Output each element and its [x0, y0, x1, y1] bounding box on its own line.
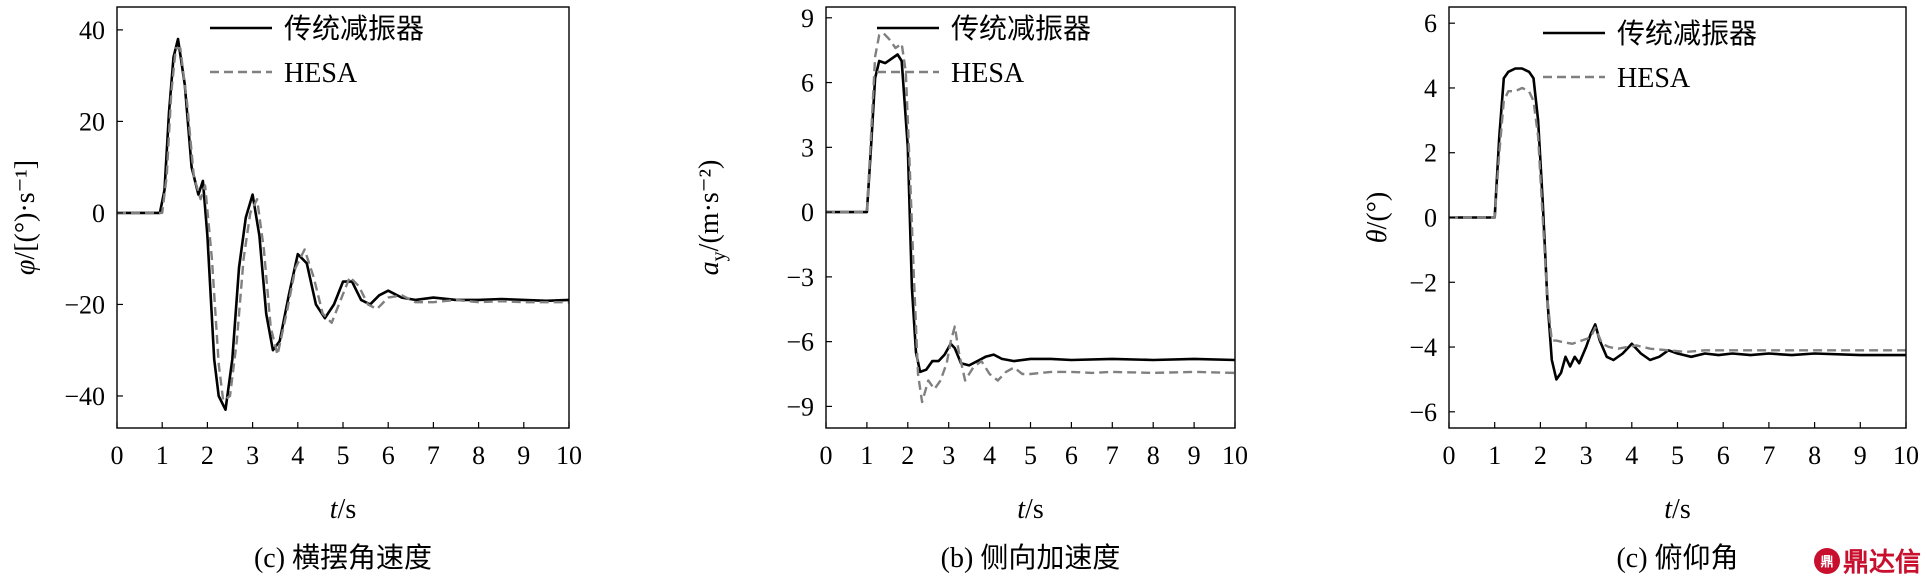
y-tick-label: −9 [786, 392, 814, 421]
x-tick-label: 8 [1147, 441, 1160, 470]
y-axis-title: ay/(m·s⁻²) [694, 160, 730, 276]
x-tick-label: 5 [337, 441, 350, 470]
legend-label-conventional-damper: 传统减振器 [1617, 17, 1757, 50]
x-tick-label: 2 [1534, 441, 1547, 470]
watermark: 鼎 鼎达信 [1813, 542, 1921, 579]
x-tick-label: 10 [1222, 441, 1248, 470]
legend-label-hesa: HESA [284, 58, 358, 89]
x-tick-label: 3 [1580, 441, 1593, 470]
y-tick-label: 40 [79, 16, 105, 45]
y-tick-label: 2 [1424, 139, 1437, 168]
series-line-conventional-damper [826, 53, 1236, 374]
x-tick-label: 6 [1065, 441, 1078, 470]
x-tick-label: 6 [1717, 441, 1730, 470]
series-line-conventional-damper [117, 37, 570, 411]
x-axis-title: t/s [330, 494, 356, 525]
panel-caption: (c) 俯仰角 [1616, 542, 1738, 574]
y-tick-label: 4 [1424, 74, 1437, 103]
y-tick-label: −2 [1409, 268, 1437, 297]
series-line-hesa [1449, 86, 1906, 354]
series-line-hesa [117, 47, 569, 402]
x-tick-label: 4 [1625, 441, 1638, 470]
y-tick-label: −6 [1409, 398, 1437, 427]
panel-caption: (b) 侧向加速度 [941, 542, 1121, 574]
x-tick-label: 1 [860, 441, 873, 470]
series-line-hesa [826, 31, 1236, 404]
x-tick-label: 10 [556, 441, 582, 470]
x-tick-label: 0 [820, 441, 833, 470]
legend-label-conventional-damper: 传统减振器 [951, 12, 1091, 45]
x-tick-label: 7 [1762, 441, 1775, 470]
y-axis-title: φ/[(°)·s⁻¹] [10, 160, 41, 275]
x-tick-label: 2 [901, 441, 914, 470]
x-tick-label: 3 [246, 441, 259, 470]
y-tick-label: 6 [801, 69, 814, 98]
plot-frame [825, 6, 1236, 429]
x-tick-label: 0 [111, 441, 124, 470]
x-tick-label: 4 [983, 441, 996, 470]
x-tick-label: 8 [1808, 441, 1821, 470]
x-tick-label: 6 [382, 441, 395, 470]
x-tick-label: 1 [156, 441, 169, 470]
x-tick-label: 7 [1106, 441, 1119, 470]
x-tick-label: 5 [1024, 441, 1037, 470]
y-tick-label: −4 [1409, 333, 1437, 362]
x-tick-label: 5 [1671, 441, 1684, 470]
panel-caption: (c) 横摆角速度 [254, 542, 432, 574]
x-tick-label: 9 [1188, 441, 1201, 470]
x-tick-label: 0 [1443, 441, 1456, 470]
y-tick-label: −6 [786, 328, 814, 357]
x-tick-label: 9 [1854, 441, 1867, 470]
x-tick-label: 9 [517, 441, 530, 470]
x-tick-label: 1 [1488, 441, 1501, 470]
x-tick-label: 3 [942, 441, 955, 470]
x-tick-label: 10 [1893, 441, 1919, 470]
y-tick-label: 0 [801, 198, 814, 227]
x-tick-label: 4 [291, 441, 304, 470]
legend-label-hesa: HESA [1617, 63, 1691, 94]
series-line-conventional-damper [1449, 67, 1906, 381]
y-tick-label: −3 [786, 263, 814, 292]
watermark-logo-icon: 鼎 [1813, 547, 1840, 574]
y-tick-label: −40 [64, 382, 105, 411]
x-tick-label: 2 [201, 441, 214, 470]
chart-panel-1: 0 1 2 3 4 5 6 7 8 9 10 −40 −20 0 20 40 t/s φ/[(°)·s⁻¹] (c)… [10, 6, 582, 574]
watermark-text: 鼎达信 [1842, 548, 1921, 578]
chart-panel-3: 0 1 2 3 4 5 6 7 8 9 10 −6 −4 −2 0 2 4 6 t/s θ/(°) (c) 俯仰角传统减… [1362, 6, 1919, 574]
y-tick-label: 6 [1424, 9, 1437, 38]
y-tick-label: 9 [801, 4, 814, 33]
x-tick-label: 8 [472, 441, 485, 470]
y-tick-label: 0 [1424, 204, 1437, 233]
y-axis-title: θ/(°) [1362, 192, 1393, 243]
legend-label-hesa: HESA [951, 58, 1025, 89]
y-tick-label: 0 [92, 199, 105, 228]
y-tick-label: 3 [801, 133, 814, 162]
x-axis-title: t/s [1017, 494, 1043, 525]
legend-label-conventional-damper: 传统减振器 [284, 12, 424, 45]
x-tick-label: 7 [427, 441, 440, 470]
y-tick-label: 20 [79, 107, 105, 136]
x-axis-title: t/s [1664, 494, 1690, 525]
y-tick-label: −20 [64, 290, 105, 319]
